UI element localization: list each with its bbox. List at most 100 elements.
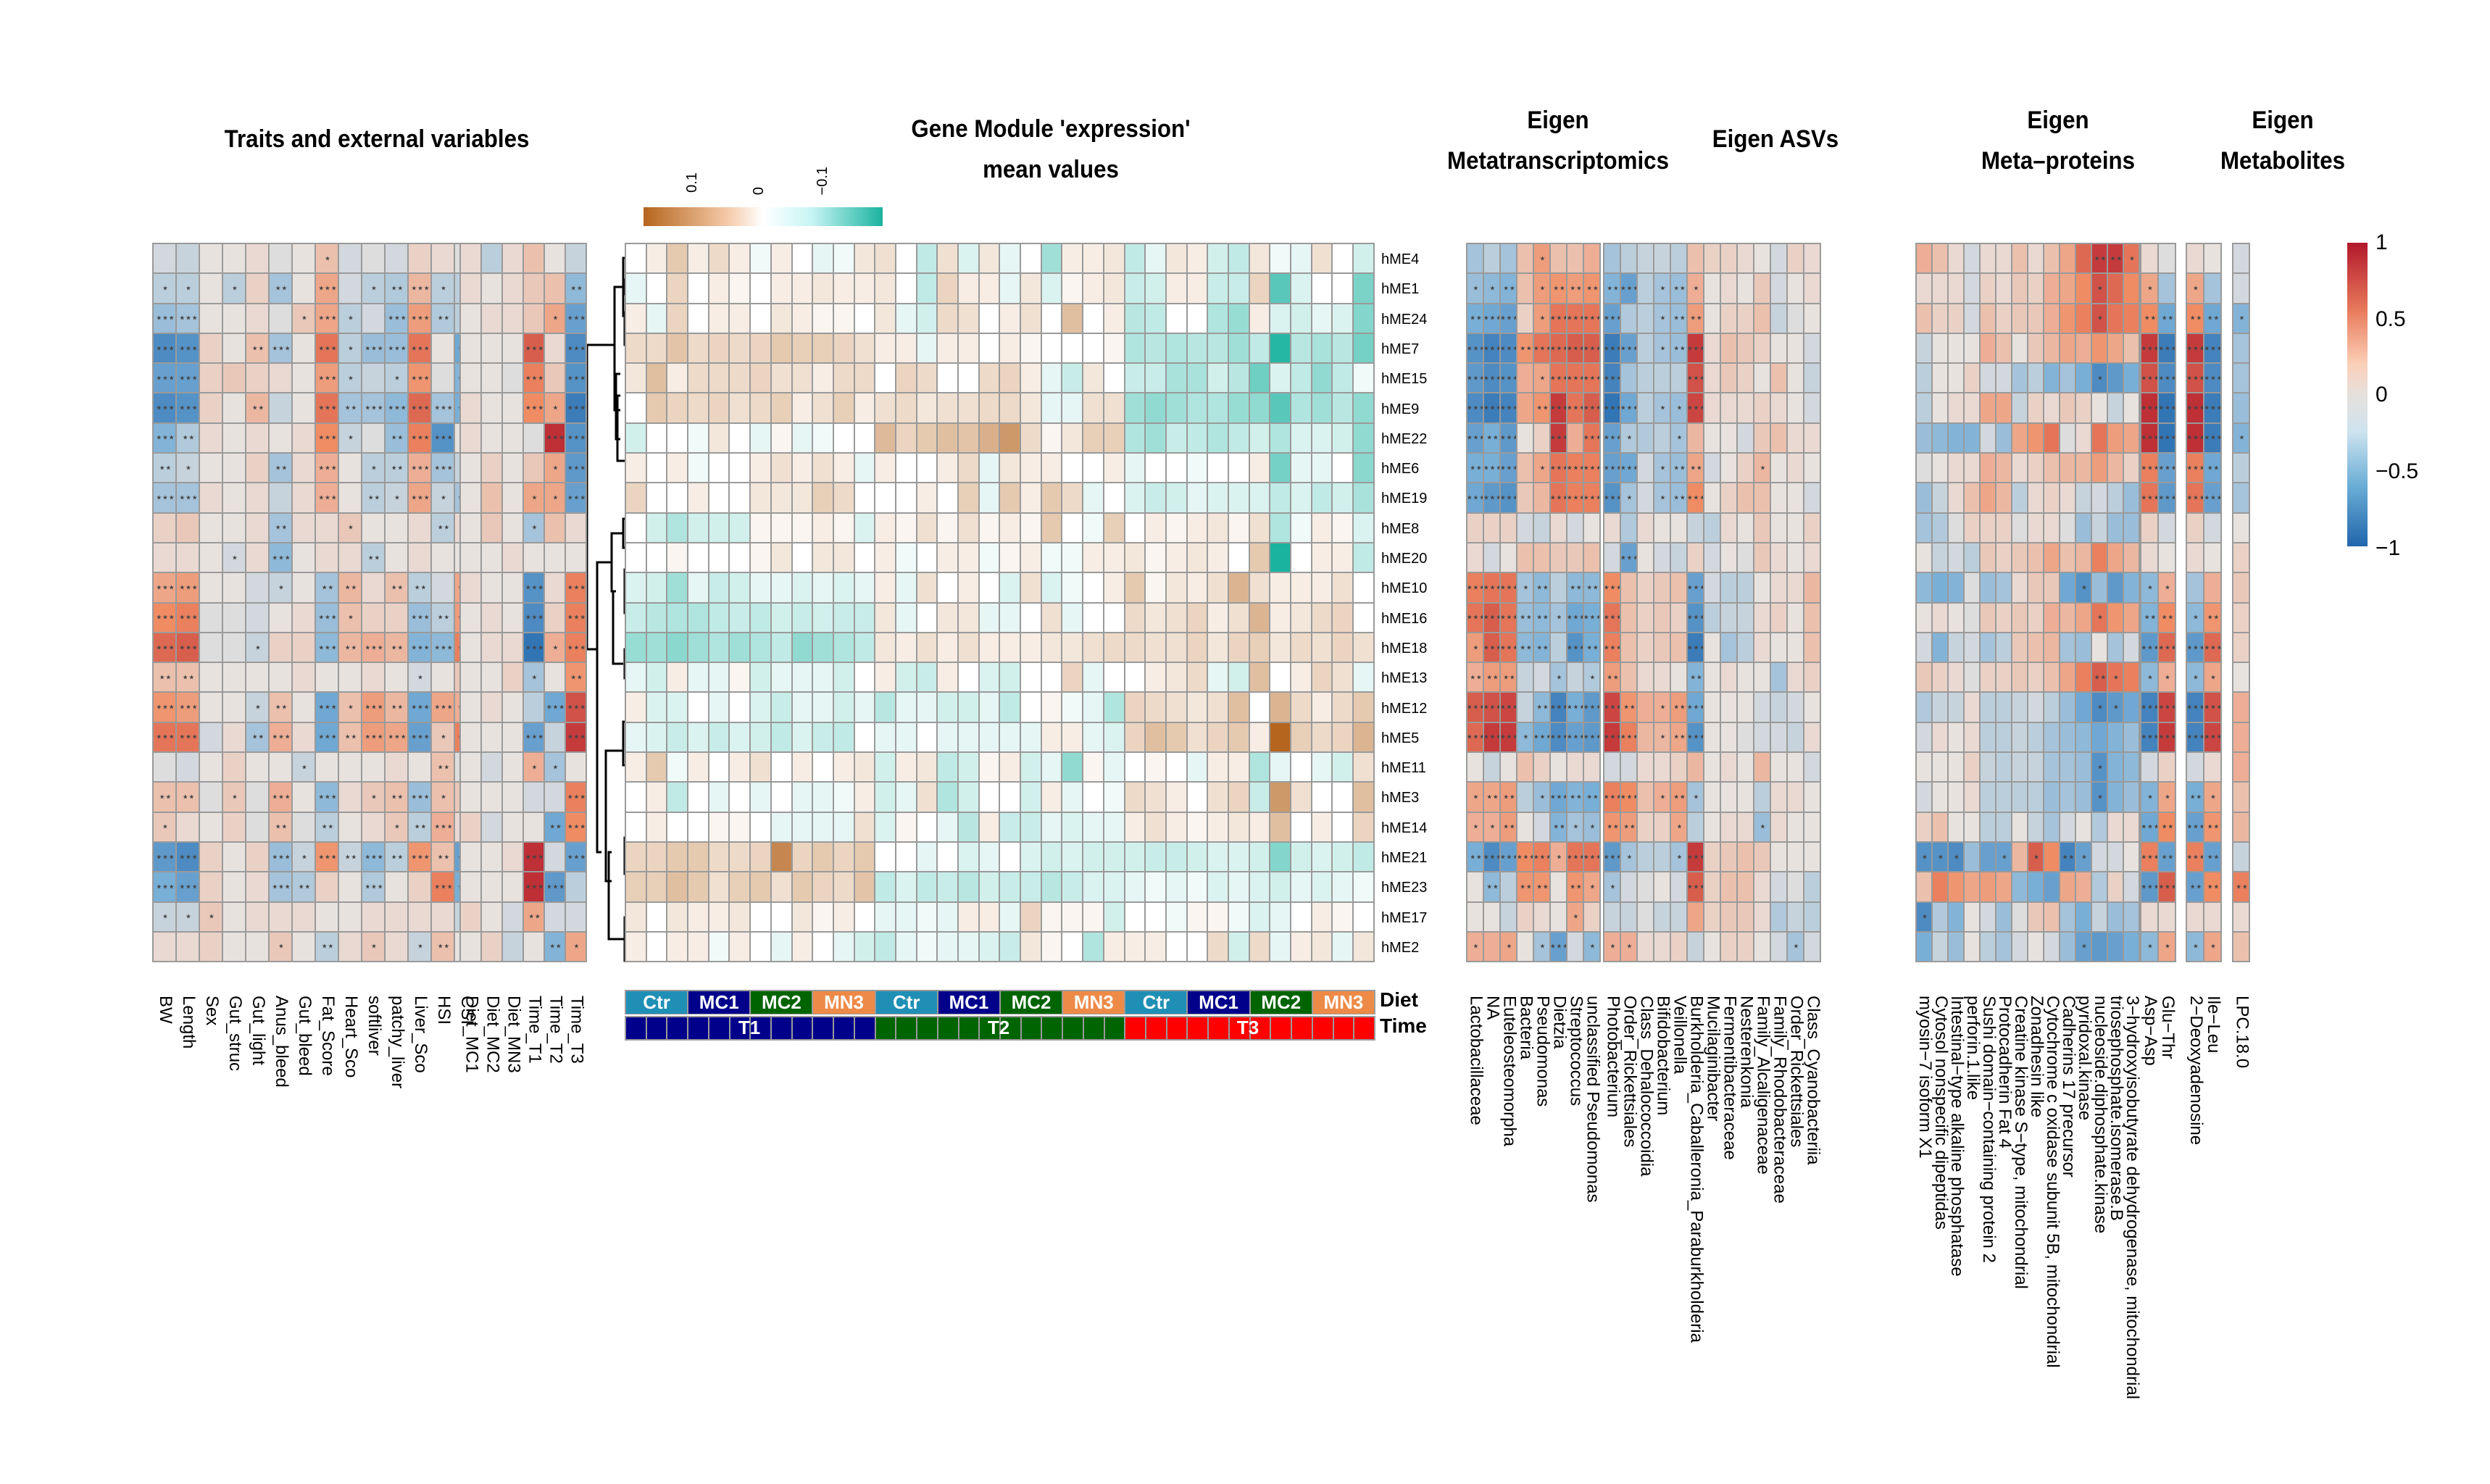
heatmap-cell [246, 932, 268, 962]
heatmap-cell: ⋆⋆ [409, 812, 430, 841]
expression-cell [646, 932, 667, 962]
heatmap-cell [545, 603, 565, 632]
heatmap-cell: ⋆ [1621, 423, 1636, 453]
expression-cell [1146, 244, 1165, 273]
expression-cell [875, 932, 895, 962]
expression-cell [1354, 842, 1373, 872]
heatmap-cell [386, 244, 407, 273]
expression-cell [1041, 543, 1062, 572]
heatmap-cell [1638, 423, 1653, 453]
heatmap-cell: ⋆⋆ [2141, 603, 2157, 632]
heatmap-cell: ⋆⋆⋆ [1484, 393, 1499, 422]
heatmap-cell: ⋆⋆ [545, 932, 565, 962]
expression-cell [646, 513, 667, 542]
heatmap-cell [1517, 393, 1533, 422]
heatmap-cell: ⋆⋆⋆ [1501, 483, 1516, 512]
heatmap-cell [409, 902, 430, 931]
expression-cell [1270, 603, 1290, 632]
heatmap-cell [2044, 364, 2059, 393]
heatmap-cell [223, 573, 245, 602]
heatmap-cell [1671, 753, 1686, 782]
heatmap-cell: ⋆⋆ [1534, 603, 1549, 632]
expression-cell [938, 603, 957, 632]
heatmap-cell: ⋆⋆⋆ [1688, 603, 1703, 632]
heatmap-cell: ⋆⋆⋆ [1621, 333, 1636, 363]
heatmap-cell [316, 543, 338, 572]
heatmap-cell [1981, 842, 1995, 872]
column-label: Diet_MN3 [504, 996, 524, 1073]
heatmap-cell: ⋆⋆⋆ [1484, 722, 1499, 752]
expression-cell [1291, 393, 1311, 422]
heatmap-cell [2204, 244, 2220, 273]
heatmap-metabolites-c: ⋆ ⋆ ⋆⋆ [2232, 243, 2250, 963]
heatmap-cell [1551, 902, 1566, 931]
heatmap-cell [1704, 423, 1720, 453]
expression-cell [730, 513, 750, 542]
heatmap-cell [1949, 633, 1963, 662]
time-group-label: T2 [987, 1017, 1010, 1038]
expression-cell [1062, 483, 1083, 512]
heatmap-cell [2044, 244, 2059, 273]
heatmap-cell [1638, 842, 1653, 872]
heatmap-cell: ⋆⋆ [1671, 483, 1686, 512]
heatmap-cell: ⋆ [1501, 932, 1516, 962]
heatmap-cell: ⋆⋆⋆ [1688, 483, 1703, 512]
heatmap-cell [1996, 364, 2011, 393]
heatmap-cell [1467, 543, 1483, 572]
heatmap-cell: ⋆⋆⋆ [409, 333, 430, 363]
module-label: hME8 [1381, 520, 1420, 537]
expression-cell [1291, 423, 1311, 453]
heatmap-cell [270, 633, 291, 662]
heatmap-cell: ⋆⋆⋆ [545, 693, 565, 722]
expression-cell [1333, 812, 1353, 841]
expression-cell [751, 872, 770, 901]
heatmap-cell: ⋆⋆⋆ [1534, 842, 1549, 872]
expression-cell [1354, 663, 1373, 692]
heatmap-cell [1754, 483, 1770, 512]
expression-cell [1208, 722, 1228, 752]
heatmap-cell: ⋆ [2141, 573, 2157, 602]
expression-cell [1041, 693, 1062, 722]
expression-cell [1083, 842, 1103, 872]
heatmap-cell: ⋆⋆⋆ [1688, 573, 1703, 602]
time-group-label: T1 [738, 1017, 761, 1038]
expression-cell [917, 603, 937, 632]
heatmap-cell: ⋆⋆⋆ [1604, 722, 1620, 752]
module-label: hME1 [1381, 281, 1420, 298]
heatmap-cell: ⋆ [2159, 573, 2175, 602]
heatmap-cell [1981, 543, 1995, 572]
heatmap-cell [1981, 423, 1995, 453]
expression-cell [854, 454, 875, 483]
heatmap-cell: ⋆⋆ [1584, 274, 1599, 303]
heatmap-cell: ⋆ [270, 573, 291, 602]
heatmap-cell: ⋆⋆⋆ [432, 633, 454, 662]
dendrogram-branch [610, 532, 623, 593]
expression-cell [979, 274, 999, 303]
heatmap-cell: ⋆⋆⋆ [432, 812, 454, 841]
expression-cell [626, 872, 646, 901]
heatmap-cell: ⋆⋆⋆ [2187, 842, 2203, 872]
expression-cell [792, 513, 812, 542]
heatmap-cell [1621, 902, 1636, 931]
heatmap-cell: ⋆⋆⋆ [409, 842, 430, 872]
expression-cell [917, 333, 937, 363]
heatmap-cell: ⋆⋆⋆ [1501, 304, 1516, 333]
heatmap-cell [1501, 543, 1516, 572]
expression-cell [730, 543, 750, 572]
expression-cell [1270, 543, 1290, 572]
expression-cell [917, 872, 937, 901]
expression-cell [1083, 364, 1103, 393]
expression-cell [1354, 603, 1373, 632]
heatmap-cell: ⋆ [2108, 663, 2123, 692]
heatmap-cell: ⋆ [246, 633, 268, 662]
heatmap-cell: ⋆⋆⋆ [362, 693, 384, 722]
expression-cell [959, 812, 978, 841]
heatmap-cell [1965, 872, 1979, 901]
heatmap-cell: ⋆⋆ [386, 842, 407, 872]
heatmap-cell [246, 304, 268, 333]
heatmap-cell [1551, 543, 1566, 572]
heatmap-cell [2233, 812, 2249, 841]
heatmap-cell: ⋆⋆ [1604, 663, 1620, 692]
expression-cell [854, 902, 875, 931]
heatmap-cell: ⋆ [362, 274, 384, 303]
